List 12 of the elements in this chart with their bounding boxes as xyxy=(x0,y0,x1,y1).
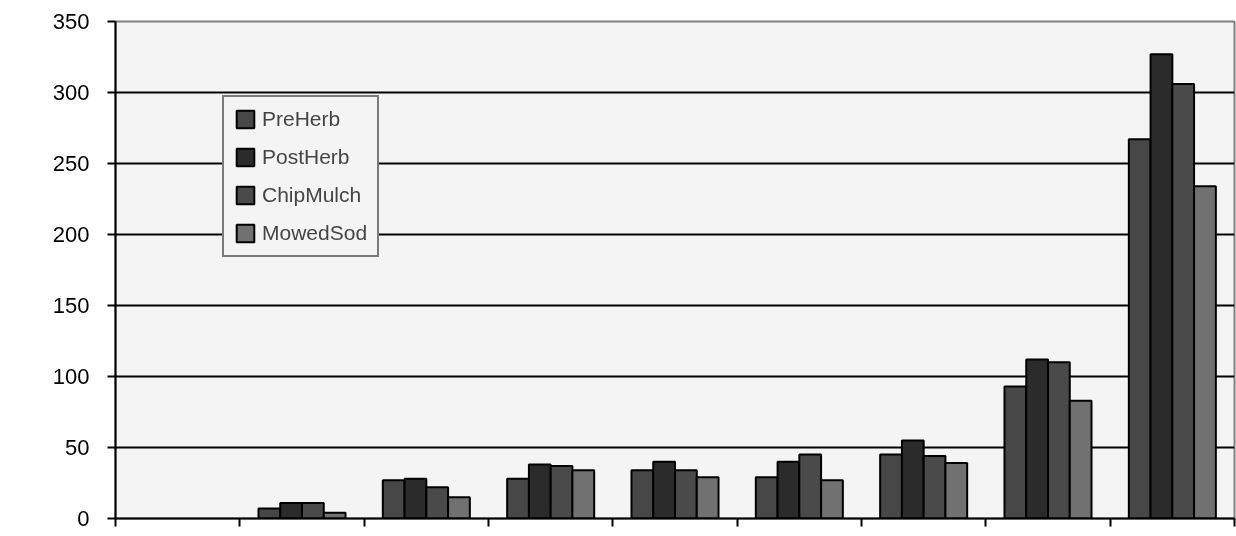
legend-label: PostHerb xyxy=(262,145,350,169)
y-tick-label: 350 xyxy=(52,9,90,34)
legend-label: ChipMulch xyxy=(262,183,362,207)
y-tick-label: 300 xyxy=(52,80,90,105)
y-tick-label: 0 xyxy=(77,506,90,531)
y-tick-label: 100 xyxy=(52,364,90,389)
legend-label: MowedSod xyxy=(262,221,368,245)
y-tick-label: 50 xyxy=(65,435,90,460)
y-tick-label: 200 xyxy=(52,222,90,247)
legend-label: PreHerb xyxy=(262,107,341,131)
y-tick-label: 150 xyxy=(52,293,90,318)
y-tick-label: 250 xyxy=(52,151,90,176)
